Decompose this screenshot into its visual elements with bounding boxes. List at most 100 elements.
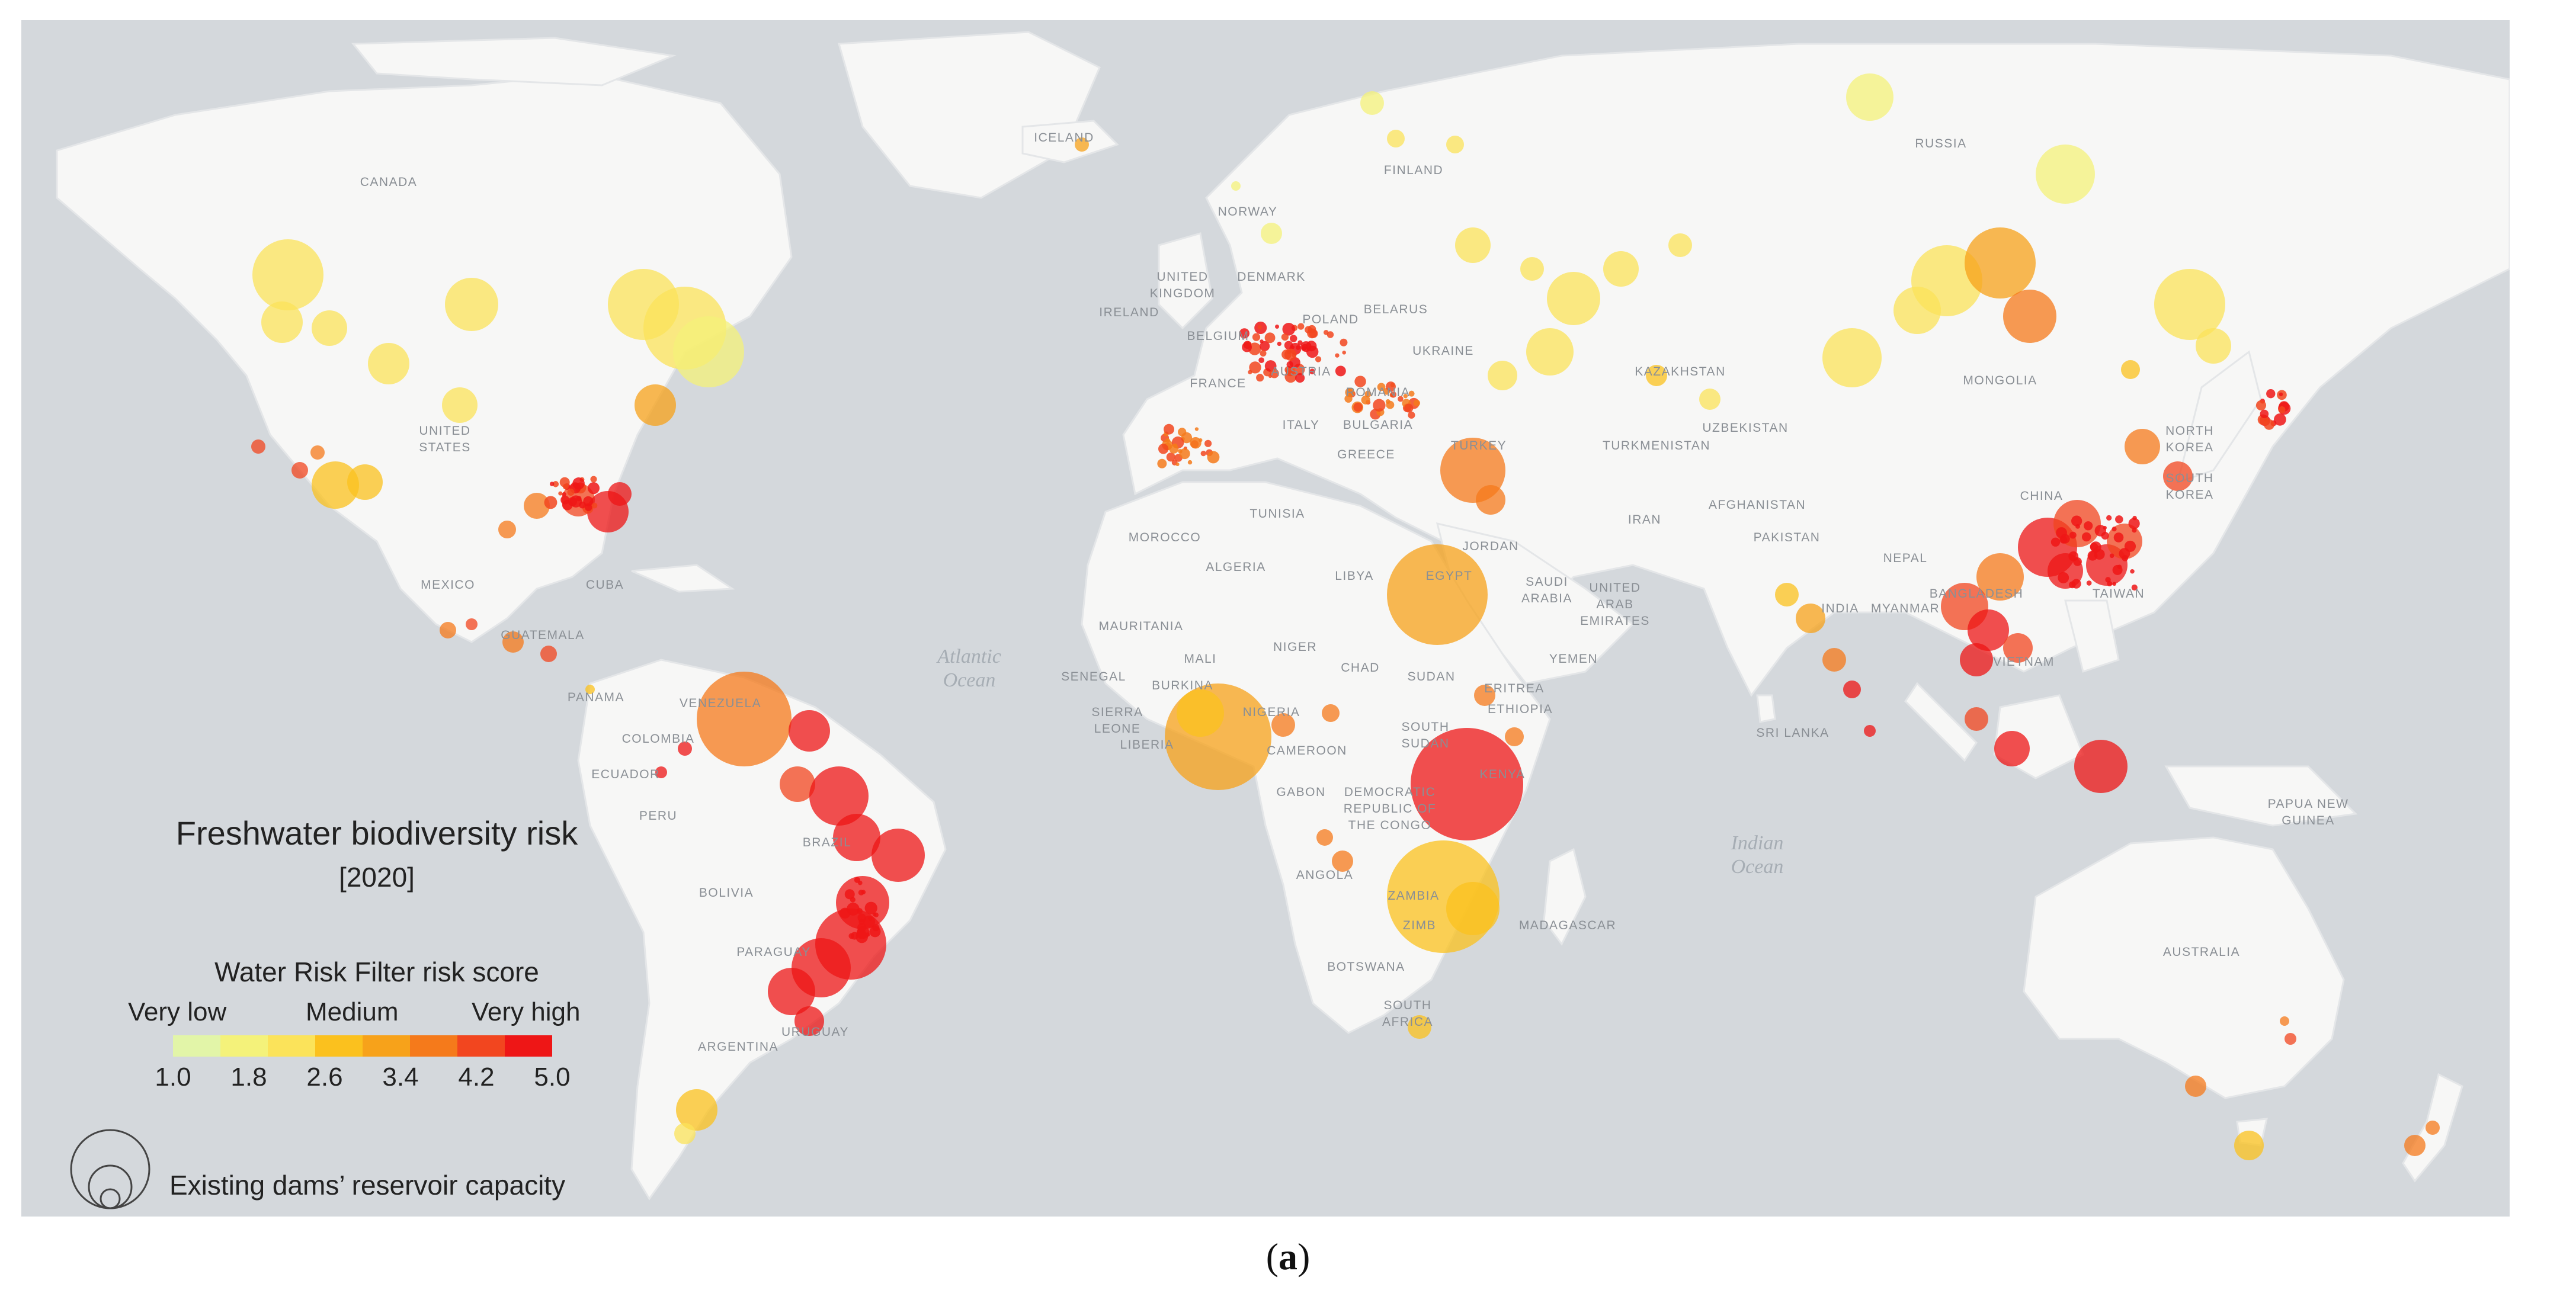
dam-marker <box>2163 461 2193 491</box>
dam-marker <box>1668 233 1692 257</box>
map-label: KAZAKHSTAN <box>1635 365 1725 378</box>
dam-marker <box>544 496 558 509</box>
dam-marker <box>1177 689 1224 737</box>
map-label: URUGUAY <box>781 1025 849 1039</box>
map-label: SUDAN <box>1401 737 1449 750</box>
dam-marker <box>2124 540 2136 553</box>
dam-marker <box>1260 341 1270 351</box>
map[interactable]: CANADA UNITED STATES MEXICO CUBA GUATEMA… <box>21 20 2510 1217</box>
dam-marker <box>585 685 595 694</box>
map-label: GUINEA <box>2282 814 2335 827</box>
dam-marker <box>2121 360 2140 379</box>
color-scale-bar <box>173 1035 552 1057</box>
map-label: ALGERIA <box>1206 560 1266 574</box>
dam-marker <box>1309 368 1315 375</box>
dam-marker <box>1260 349 1267 357</box>
dam-marker <box>1843 681 1861 698</box>
map-label: ZIMB <box>1403 919 1436 932</box>
dam-marker <box>1284 348 1297 361</box>
map-label: UNITED <box>1589 581 1641 595</box>
map-legend: Freshwater biodiversity risk [2020] Wate… <box>70 814 643 1217</box>
map-label: NIGER <box>1273 640 1317 654</box>
ocean-labels: Atlantic Ocean Indian Ocean <box>936 646 1783 878</box>
dam-marker <box>1386 400 1395 409</box>
map-label: SUDAN <box>1407 670 1455 683</box>
dam-marker <box>1387 544 1488 645</box>
country-labels: CANADA UNITED STATES MEXICO CUBA GUATEMA… <box>360 131 2348 1054</box>
dam-marker <box>2260 409 2269 419</box>
map-label: THE CONGO <box>1348 819 1432 832</box>
dam-marker <box>1322 704 1340 722</box>
map-label: SAUDI <box>1526 575 1568 589</box>
dam-marker <box>251 439 265 454</box>
dam-marker <box>2154 269 2225 340</box>
dam-marker <box>1335 365 1346 377</box>
dam-marker <box>2107 581 2113 587</box>
dam-marker <box>2125 429 2160 464</box>
category-very-low: Very low <box>128 997 227 1026</box>
dam-marker <box>697 672 792 766</box>
dam-marker <box>865 932 870 937</box>
dam-marker <box>1248 370 1252 374</box>
dam-marker <box>590 476 597 483</box>
map-label: CAMEROON <box>1267 744 1347 758</box>
dam-marker <box>1404 403 1414 413</box>
dam-marker <box>252 239 323 310</box>
dam-marker <box>2285 1033 2296 1045</box>
color-scale-segment <box>315 1035 363 1057</box>
dam-marker <box>1075 137 1089 152</box>
map-label: BRAZIL <box>803 836 852 849</box>
landmass-sumatra <box>1904 682 1978 762</box>
map-label: UNITED <box>419 424 470 438</box>
dam-marker <box>1488 361 1517 390</box>
map-label: MADAGASCAR <box>1519 919 1616 932</box>
map-label: BOTSWANA <box>1327 960 1405 974</box>
dam-marker <box>2280 1016 2289 1026</box>
dam-marker <box>1306 341 1317 352</box>
map-label: MOROCCO <box>1129 531 1202 544</box>
dam-marker <box>1353 402 1363 412</box>
dam-marker <box>2090 543 2098 551</box>
color-scale-segment <box>363 1035 410 1057</box>
dam-marker <box>1361 395 1370 405</box>
landmass-new-guinea <box>2164 765 2358 827</box>
dam-marker <box>442 387 478 423</box>
dam-marker <box>1297 323 1305 330</box>
dam-marker <box>1271 713 1295 737</box>
dam-marker <box>676 1089 717 1131</box>
color-scale-segment <box>410 1035 457 1057</box>
dam-marker <box>587 482 600 495</box>
map-label: PERU <box>639 809 677 823</box>
dam-marker <box>863 915 876 928</box>
map-label: STATES <box>419 441 471 454</box>
dam-marker <box>794 1006 824 1036</box>
dam-marker <box>848 933 855 939</box>
dam-marker <box>1290 335 1297 342</box>
dam-marker <box>2131 584 2138 591</box>
dam-marker <box>1476 485 1505 515</box>
landmass-philippines <box>2064 599 2120 673</box>
map-label: TURKMENISTAN <box>1603 439 1710 452</box>
dam-marker <box>857 913 866 922</box>
map-label: JORDAN <box>1462 540 1518 553</box>
dam-marker <box>1275 324 1279 329</box>
dam-marker <box>2109 553 2114 559</box>
dam-marker <box>1386 381 1396 392</box>
map-label: ECUADOR <box>591 768 660 781</box>
dam-marker <box>2112 564 2123 575</box>
legend-year: [2020] <box>339 862 415 893</box>
dam-marker <box>540 646 557 662</box>
dam-marker <box>1775 583 1799 606</box>
dam-marker <box>502 631 524 653</box>
dam-marker <box>809 766 869 826</box>
dam-marker <box>466 618 478 630</box>
dam-marker <box>1547 272 1600 325</box>
dam-marker <box>840 907 851 919</box>
map-label: KOREA <box>2165 488 2213 502</box>
dam-marker <box>2278 406 2286 413</box>
dam-marker <box>844 889 855 900</box>
dam-marker <box>347 464 383 500</box>
dam-marker <box>310 445 325 460</box>
dam-marker <box>1864 725 1876 737</box>
dam-marker <box>869 926 881 938</box>
